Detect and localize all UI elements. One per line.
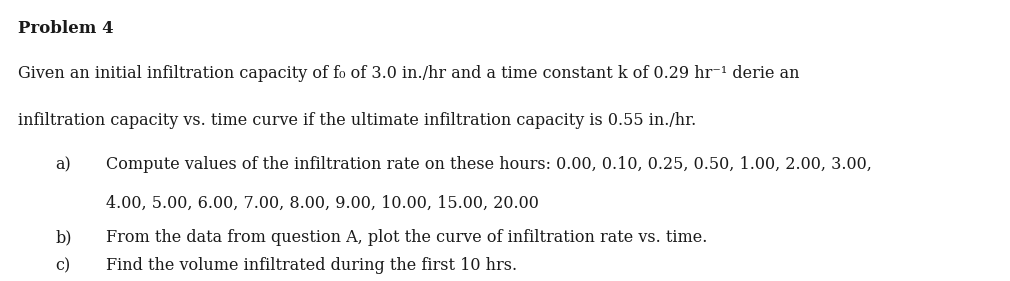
Text: Compute values of the infiltration rate on these hours: 0.00, 0.10, 0.25, 0.50, : Compute values of the infiltration rate …: [106, 156, 872, 173]
Text: Given an initial infiltration capacity of f₀ of 3.0 in./hr and a time constant k: Given an initial infiltration capacity o…: [18, 65, 800, 81]
Text: b): b): [56, 229, 72, 246]
Text: a): a): [56, 156, 72, 173]
Text: Find the volume infiltrated during the first 10 hrs.: Find the volume infiltrated during the f…: [106, 257, 517, 274]
Text: Problem 4: Problem 4: [18, 20, 114, 37]
Text: From the data from question A, plot the curve of infiltration rate vs. time.: From the data from question A, plot the …: [106, 229, 707, 246]
Text: c): c): [56, 257, 71, 274]
Text: infiltration capacity vs. time curve if the ultimate infiltration capacity is 0.: infiltration capacity vs. time curve if …: [18, 112, 697, 129]
Text: 4.00, 5.00, 6.00, 7.00, 8.00, 9.00, 10.00, 15.00, 20.00: 4.00, 5.00, 6.00, 7.00, 8.00, 9.00, 10.0…: [106, 195, 539, 212]
